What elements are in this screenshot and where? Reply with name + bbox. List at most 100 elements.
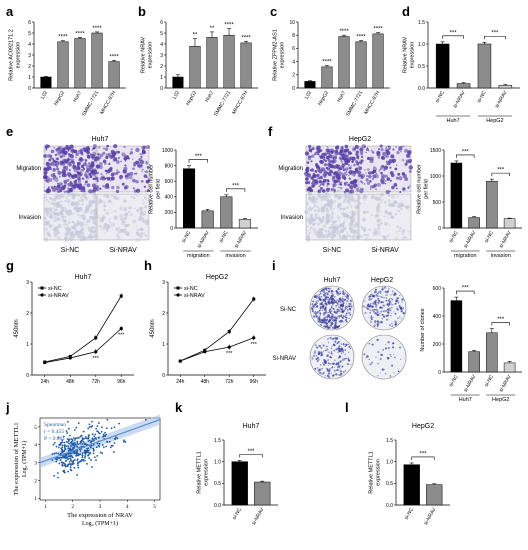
y-tick-label-i-1: 200: [433, 342, 442, 348]
y-tick-label-h-3: 3: [162, 280, 165, 286]
x-tick-label-d-0: si-NC: [434, 90, 446, 104]
bar-f-2: [486, 180, 498, 229]
chart-title-g: Huh7: [75, 274, 92, 281]
row-label-i-1: Si-NRAV: [272, 356, 296, 362]
col-label-e-1: Si-NRAV: [109, 247, 137, 254]
x-tick-label-d-3: si-NRAV: [494, 89, 509, 109]
sig-bracket-i-1: [491, 322, 510, 326]
chart-title-k: Huh7: [243, 423, 260, 430]
x-tick-label-a-1: HepG2: [53, 90, 66, 107]
significance-e-1: ***: [232, 183, 240, 189]
y-axis-label-a-line0: Relative AC092171.2: [9, 29, 15, 81]
y-axis-label-l-line0: Relative METTL1: [369, 451, 375, 494]
significance-c-4: ****: [373, 27, 383, 33]
row-label-f-0: Migration: [278, 166, 303, 172]
y-axis-label-b-line0: Relative NRAV: [141, 37, 147, 74]
y-tick-label-c-5: 10: [289, 20, 295, 26]
micrograph-f-invasion-sinrav-cells: [357, 192, 412, 242]
x-tick-label-a-4: MHCC-97H: [99, 90, 117, 116]
y-axis-sublabel-j: Log₂ (TPM+1): [21, 441, 28, 477]
significance-g-3: ***: [118, 333, 125, 339]
y-axis-label-b-line1: expression: [148, 42, 154, 69]
stat-text-j-1: r = 0.455: [44, 429, 64, 435]
point-g-1-0: [43, 361, 47, 365]
y-tick-label-e-4: 800: [165, 163, 174, 169]
significance-c-1: ****: [322, 60, 332, 66]
y-tick-label-i-0: 0: [438, 370, 441, 376]
y-tick-label-k-2: 1.0: [214, 459, 221, 465]
bar-f-3: [503, 218, 516, 229]
legend-label-h-0: si-NC: [184, 286, 198, 292]
y-axis-label-i-line0: Number of clones: [420, 308, 426, 351]
x-tick-label-j-1: 2: [71, 504, 74, 510]
legend-label-g-1: si-NRAV: [48, 293, 69, 299]
legend-marker-h-0: [176, 286, 180, 290]
legend-label-h-1: si-NRAV: [184, 293, 205, 299]
bar-a-3: [91, 32, 103, 89]
y-tick-label-c-4: 8: [292, 33, 295, 39]
row-label-f-1: Invasion: [281, 215, 303, 221]
y-tick-label-f-2: 1000: [430, 174, 441, 180]
colony-plate-i-huh7-sinrav-dish: [309, 334, 355, 380]
legend-marker-g-1: [40, 293, 44, 297]
group-label-d-0: Huh7: [447, 118, 460, 124]
x-tick-label-b-2: Huh7: [204, 90, 215, 104]
panel-label-g: g: [6, 258, 14, 273]
y-tick-label-e-1: 200: [165, 210, 174, 216]
panel-label-d: d: [402, 4, 410, 19]
bar-c-1: [321, 66, 333, 89]
y-tick-label-c-3: 6: [292, 46, 295, 52]
bar-d-1: [456, 83, 471, 89]
x-tick-label-e-1: si-NRAV: [196, 229, 211, 249]
y-axis-label-g: 450nm: [14, 319, 20, 337]
micrograph-e-invasion-sinc: [42, 192, 99, 242]
bar-c-4: [372, 33, 384, 89]
row-label-e-0: Migration: [16, 166, 41, 172]
x-tick-label-c-3: SMMC-7721: [345, 90, 364, 117]
y-tick-label-f-1: 500: [433, 200, 442, 206]
y-axis-label-h: 450nm: [150, 319, 156, 337]
micrograph-e-migration-sinrav: [94, 144, 151, 194]
y-axis-label-e-line0: Relative cell number: [149, 164, 155, 214]
y-axis-label-k-line0: Relative METTL1: [197, 451, 203, 494]
x-tick-label-d-1: si-NRAV: [452, 89, 467, 109]
micrograph-e-invasion-sinrav: [96, 193, 150, 242]
bar-b-4: [240, 42, 252, 89]
y-tick-label-g-1: 1: [26, 342, 29, 348]
bar-e-0: [183, 168, 196, 229]
x-tick-label-b-4: MHCC-97H: [231, 90, 249, 116]
group-label-f-0: migration: [454, 253, 477, 259]
x-tick-label-c-2: Huh7: [336, 90, 347, 104]
sig-bracket-i-0: [456, 290, 475, 295]
chart-title-f: HepG2: [349, 136, 371, 143]
y-axis-label-j: The expression of METTL1: [13, 422, 20, 495]
x-tick-label-f-0: si-NC: [448, 230, 460, 244]
significance-a-4: ****: [109, 55, 119, 61]
regression-line-j: [39, 419, 161, 464]
x-axis-label-j: The expression of NRAV: [67, 512, 133, 519]
x-tick-label-e-0: si-NC: [181, 230, 193, 244]
x-tick-label-b-0: L02: [172, 90, 181, 100]
y-tick-label-b-5: 5: [160, 31, 163, 37]
y-tick-label-e-5: 1000: [162, 148, 173, 154]
y-tick-label-f-3: 1500: [430, 148, 441, 154]
series-line-h-1: [180, 337, 254, 362]
x-tick-label-l-0: si-NC: [404, 507, 416, 521]
x-tick-label-k-1: si-NRAV: [251, 506, 266, 526]
significance-l-0: ***: [419, 451, 427, 457]
significance-a-2: ****: [75, 31, 85, 37]
series-line-h-0: [180, 298, 255, 362]
micrograph-e-invasion-sinc-cells: [42, 192, 99, 242]
colony-plate-i-hepg2-sinrav-colonies: [363, 338, 402, 377]
colony-plate-i-hepg2-sinc: [361, 285, 407, 331]
bar-b-0: [172, 76, 184, 89]
x-tick-label-i-1: si-NRAV: [463, 373, 478, 393]
x-tick-label-i-3: si-NRAV: [498, 373, 513, 393]
bar-a-0: [40, 76, 52, 89]
panel-label-j: j: [5, 400, 10, 415]
significance-a-3: ****: [92, 26, 102, 32]
bar-b-3: [223, 34, 235, 89]
micrograph-e-migration-sinc-cells: [42, 143, 98, 194]
legend-marker-h-1: [176, 293, 180, 297]
group-label-e-1: invasion: [226, 253, 246, 259]
